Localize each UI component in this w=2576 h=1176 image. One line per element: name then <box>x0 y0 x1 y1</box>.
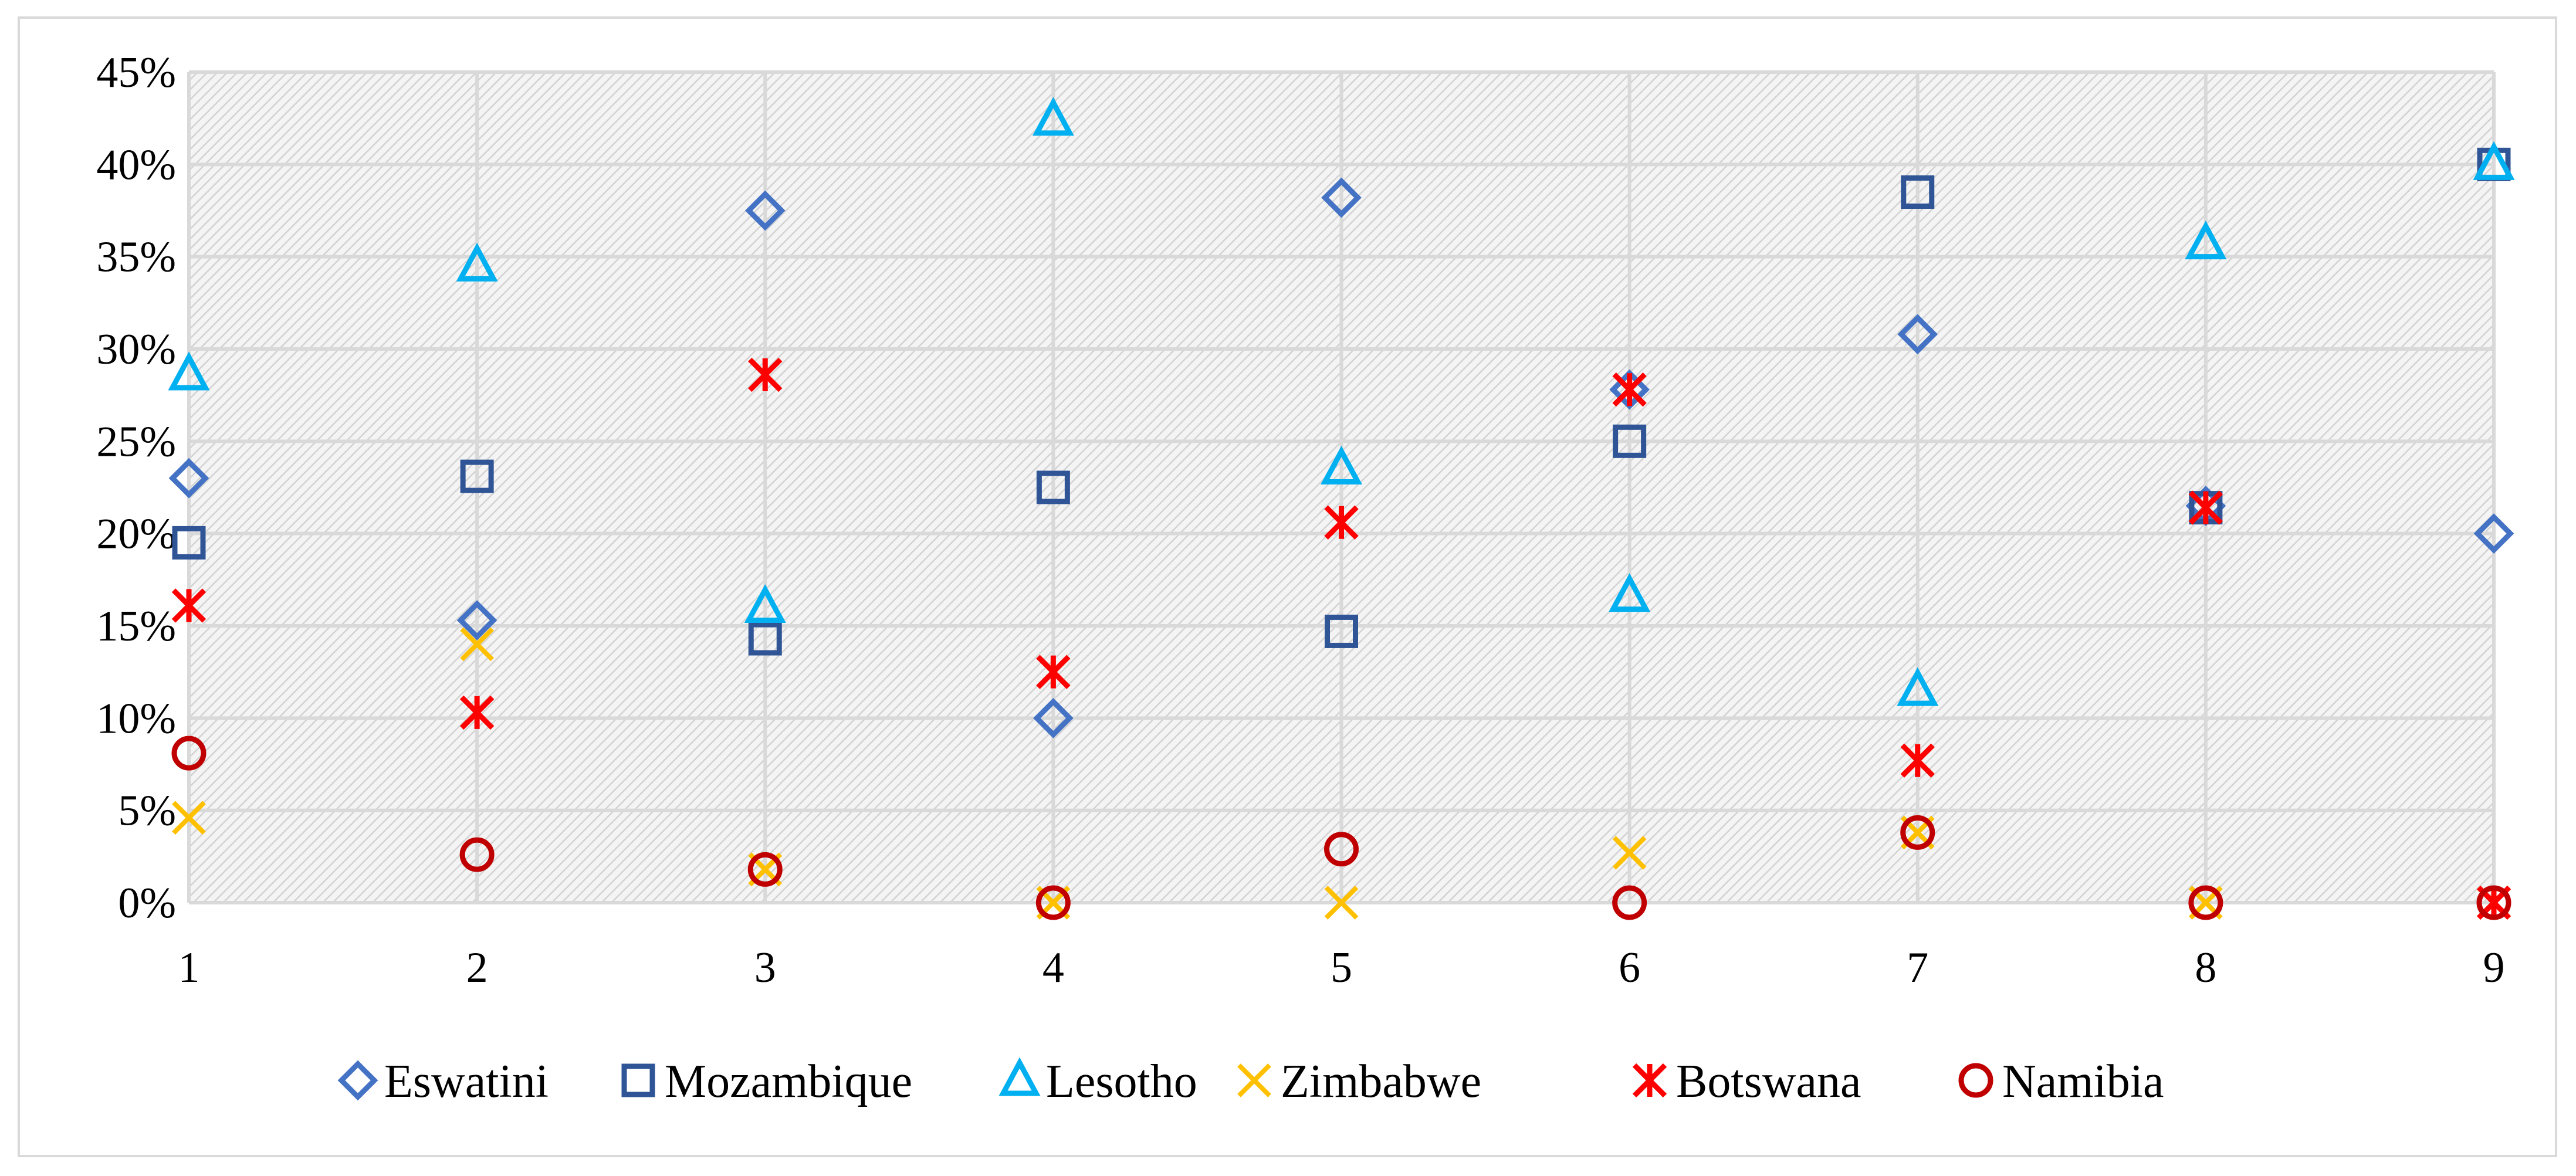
point-botswana-2 <box>459 695 495 730</box>
legend-item-mozambique: Mozambique <box>621 1056 912 1107</box>
point-lesotho-5 <box>1320 446 1363 485</box>
legend-item-eswatini: Eswatini <box>337 1056 549 1107</box>
point-zimbabwe-1 <box>172 801 206 835</box>
point-eswatini-3 <box>744 190 786 231</box>
y-tick-label: 0% <box>118 879 176 927</box>
point-lesotho-2 <box>456 242 498 282</box>
point-eswatini-4 <box>1033 697 1074 738</box>
x-axis-tick-labels: 1 2 3 4 5 6 7 8 9 <box>178 944 2505 992</box>
x-tick-label: 5 <box>1331 944 1352 992</box>
point-namibia-5 <box>1324 832 1359 867</box>
legend-item-zimbabwe: Zimbabwe <box>1237 1056 1481 1107</box>
point-mozambique-3 <box>748 622 782 656</box>
point-namibia-6 <box>1612 885 1647 920</box>
series-namibia <box>171 736 2511 920</box>
legend-label: Namibia <box>2002 1056 2164 1107</box>
legend-marker-eswatini <box>337 1060 378 1101</box>
point-mozambique-1 <box>172 526 206 560</box>
legend-label: Zimbabwe <box>1281 1056 1481 1107</box>
y-tick-label: 10% <box>96 694 176 743</box>
x-tick-label: 7 <box>1907 944 1928 992</box>
point-zimbabwe-6 <box>1612 836 1647 870</box>
y-tick-label: 15% <box>96 602 176 650</box>
y-tick-label: 45% <box>96 49 176 97</box>
x-tick-label: 6 <box>1619 944 1640 992</box>
x-tick-label: 9 <box>2483 944 2505 992</box>
y-tick-label: 5% <box>118 787 176 835</box>
x-tick-label: 4 <box>1042 944 1064 992</box>
legend-label: Lesotho <box>1046 1056 1197 1107</box>
point-namibia-7 <box>1900 815 1935 850</box>
point-eswatini-5 <box>1321 177 1362 218</box>
point-lesotho-1 <box>168 351 210 391</box>
legend-marker-namibia <box>1958 1063 1993 1098</box>
point-eswatini-2 <box>456 600 497 640</box>
point-lesotho-8 <box>2185 221 2227 260</box>
legend-item-namibia: Namibia <box>1958 1056 2164 1107</box>
x-tick-label: 2 <box>466 944 488 992</box>
legend-item-lesotho: Lesotho <box>998 1056 1197 1107</box>
point-namibia-8 <box>2188 885 2223 920</box>
y-axis-tick-labels: 0% 5% 10% 15% 20% 25% 30% 35% 40% 45% <box>96 49 176 927</box>
point-botswana-4 <box>1036 655 1071 689</box>
legend-marker-botswana <box>1632 1063 1667 1098</box>
point-namibia-9 <box>2476 885 2511 920</box>
legend: Eswatini Mozambique Lesotho Zimbabwe Botswan… <box>337 1056 2164 1107</box>
series-lesotho <box>168 97 2515 706</box>
point-botswana-3 <box>748 357 783 392</box>
legend-marker-mozambique <box>621 1063 655 1097</box>
point-namibia-4 <box>1035 885 1071 920</box>
legend-label: Mozambique <box>665 1056 912 1107</box>
point-lesotho-3 <box>744 584 786 623</box>
data-points <box>168 97 2515 920</box>
point-botswana-1 <box>171 588 207 623</box>
x-tick-label: 8 <box>2195 944 2216 992</box>
point-mozambique-2 <box>460 459 494 493</box>
gridlines <box>187 70 2496 904</box>
point-botswana-7 <box>1900 743 1935 778</box>
point-eswatini-9 <box>2473 513 2514 554</box>
legend-label: Botswana <box>1676 1056 1861 1107</box>
point-namibia-1 <box>171 736 207 771</box>
point-namibia-3 <box>747 852 783 887</box>
point-lesotho-7 <box>1897 667 1939 706</box>
point-namibia-2 <box>459 837 495 872</box>
point-botswana-6 <box>1612 372 1647 407</box>
point-mozambique-5 <box>1325 614 1358 648</box>
point-eswatini-7 <box>1897 314 1938 355</box>
point-botswana-8 <box>2188 490 2223 525</box>
point-lesotho-9 <box>2473 141 2515 180</box>
x-tick-label: 1 <box>178 944 200 992</box>
point-botswana-5 <box>1324 505 1359 540</box>
point-mozambique-6 <box>1613 424 1647 458</box>
point-lesotho-6 <box>1609 573 1651 612</box>
y-tick-label: 40% <box>96 141 176 189</box>
legend-marker-lesotho <box>998 1057 1041 1096</box>
point-eswatini-1 <box>168 457 209 499</box>
y-tick-label: 20% <box>96 510 176 558</box>
y-tick-label: 35% <box>96 233 176 282</box>
x-tick-label: 3 <box>754 944 776 992</box>
legend-item-botswana: Botswana <box>1632 1056 1861 1107</box>
y-tick-label: 25% <box>96 418 176 466</box>
y-tick-label: 30% <box>96 326 176 374</box>
point-zimbabwe-5 <box>1324 886 1359 920</box>
point-mozambique-7 <box>1901 175 1935 209</box>
point-lesotho-4 <box>1032 97 1074 136</box>
series-botswana <box>171 357 2511 920</box>
legend-label: Eswatini <box>384 1056 549 1107</box>
point-zimbabwe-2 <box>460 627 494 662</box>
legend-marker-zimbabwe <box>1237 1063 1271 1097</box>
point-mozambique-4 <box>1036 470 1070 504</box>
